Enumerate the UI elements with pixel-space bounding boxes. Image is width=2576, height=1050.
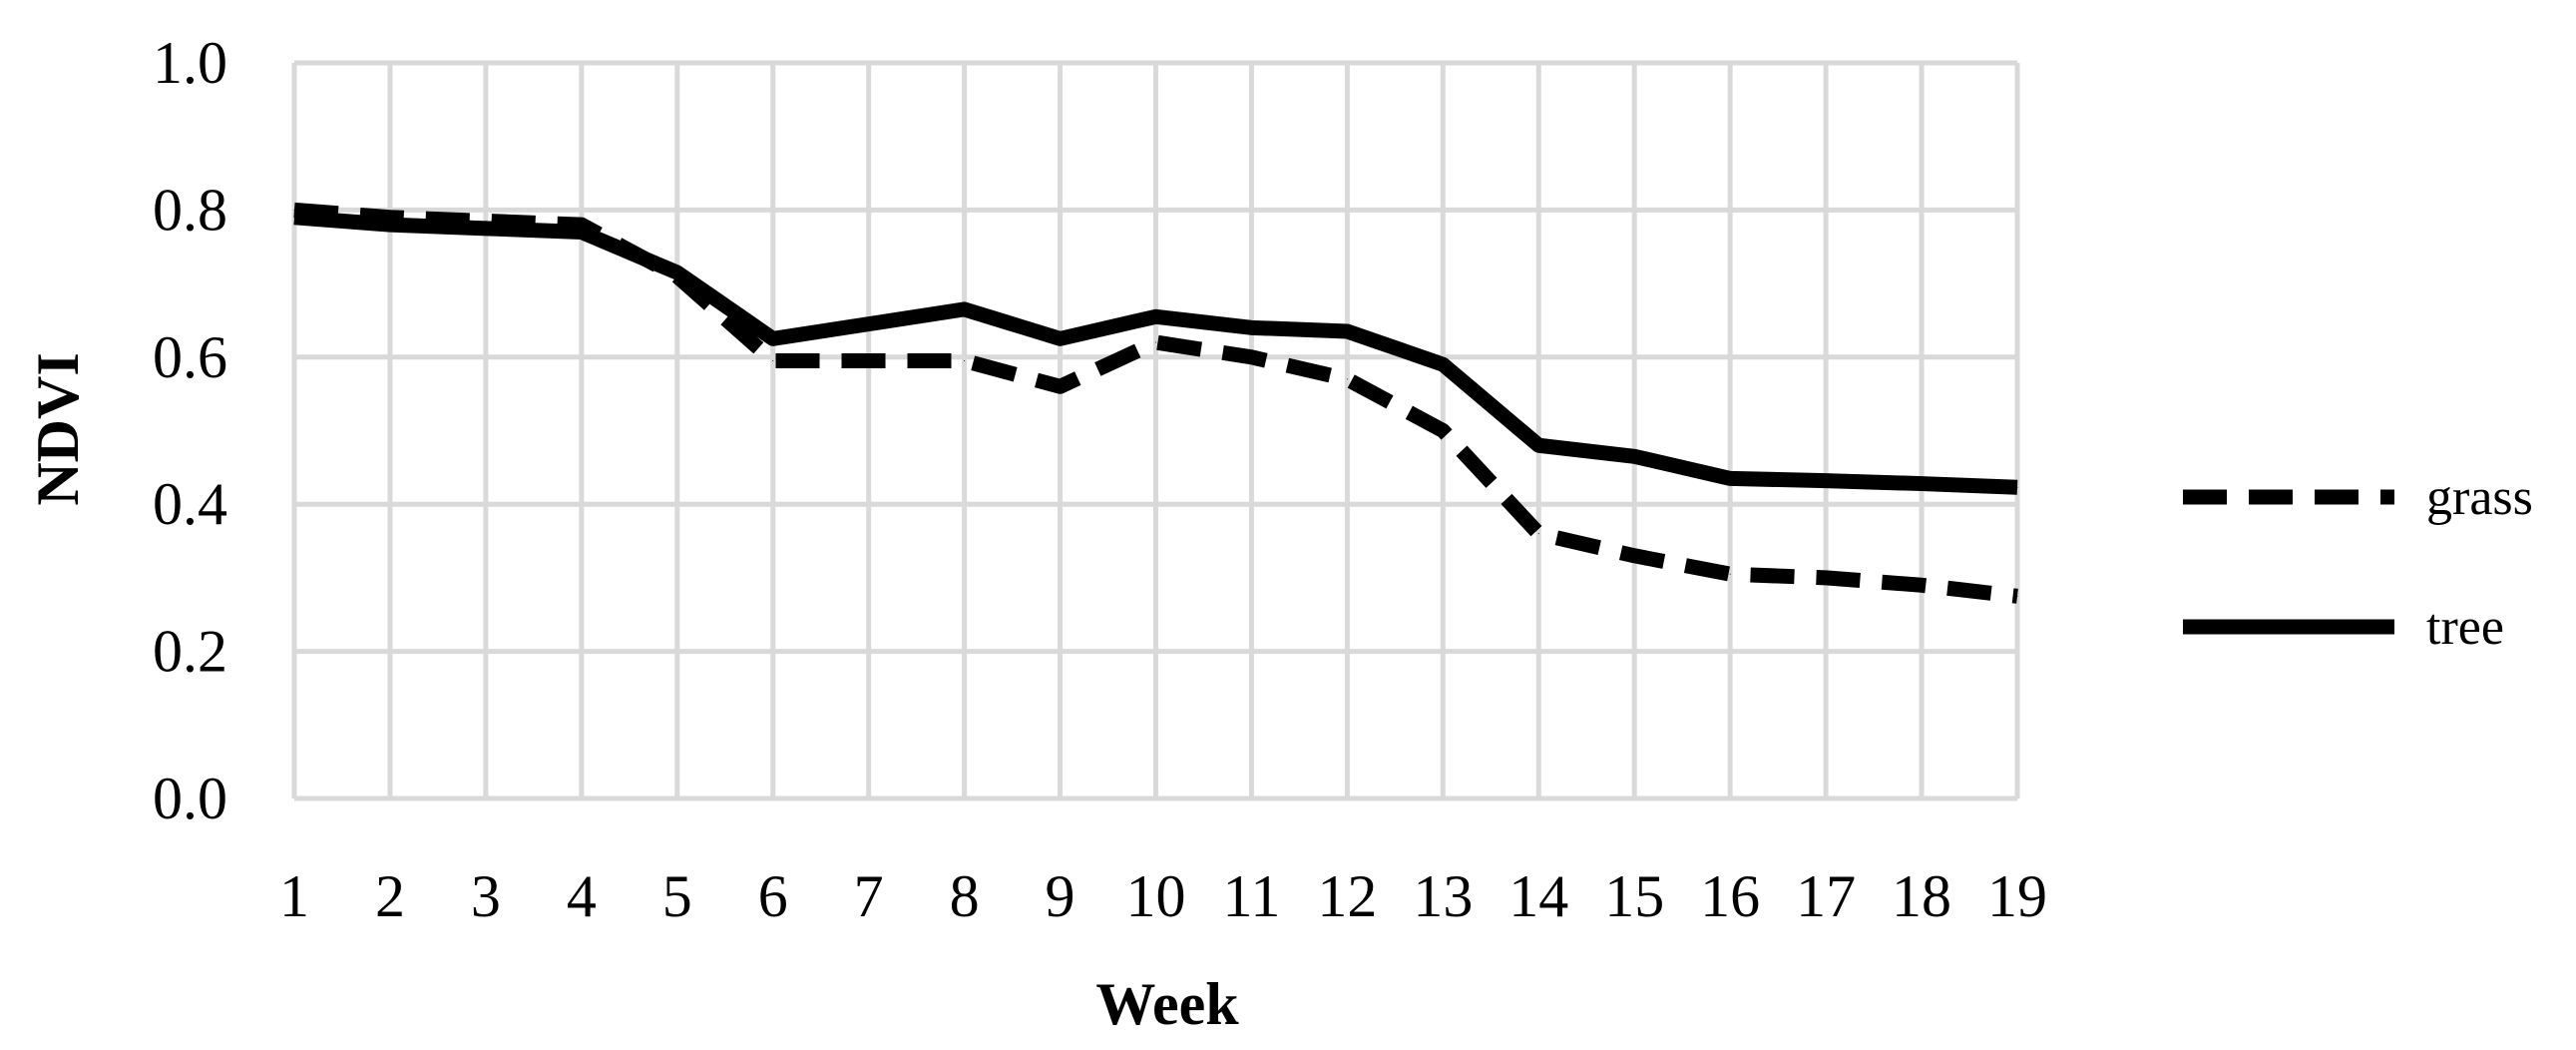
x-tick-label: 13 xyxy=(1413,863,1473,929)
data-point-tree xyxy=(1155,315,1156,317)
y-tick-label: 0.4 xyxy=(153,471,227,537)
x-tick-label: 9 xyxy=(1046,863,1075,929)
data-point-grass xyxy=(2016,595,2018,597)
data-point-tree xyxy=(676,271,678,273)
y-tick-label: 0.0 xyxy=(153,766,227,831)
data-point-tree xyxy=(1825,480,1827,482)
data-point-grass xyxy=(1633,555,1635,557)
data-point-grass xyxy=(1921,584,1923,586)
legend-label-tree: tree xyxy=(2426,599,2504,656)
x-tick-label: 10 xyxy=(1126,863,1186,929)
data-point-tree xyxy=(1060,337,1062,339)
y-tick-label: 0.6 xyxy=(153,324,227,390)
x-tick-label: 16 xyxy=(1700,863,1760,929)
series-lines xyxy=(293,202,2018,604)
data-point-tree xyxy=(2016,486,2018,488)
x-tick-label: 15 xyxy=(1604,863,1664,929)
x-tick-label: 6 xyxy=(758,863,788,929)
x-tick-label: 3 xyxy=(471,863,501,929)
data-point-tree xyxy=(1442,363,1444,365)
data-point-grass xyxy=(293,209,295,211)
data-point-grass xyxy=(964,359,966,361)
legend: grass tree xyxy=(2183,469,2533,656)
x-tick-label: 5 xyxy=(662,863,692,929)
x-tick-label: 8 xyxy=(950,863,980,929)
data-point-grass xyxy=(1060,385,1062,387)
x-tick-label: 19 xyxy=(1987,863,2047,929)
x-tick-label: 12 xyxy=(1317,863,1377,929)
y-axis-tick-labels: 0.0 0.2 0.4 0.6 0.8 1.0 xyxy=(153,30,227,831)
grid-lines xyxy=(291,60,2020,801)
x-tick-label: 1 xyxy=(279,863,309,929)
data-point-tree xyxy=(1250,326,1252,328)
y-tick-label: 1.0 xyxy=(153,30,227,96)
data-point-tree xyxy=(868,323,870,325)
data-point-tree xyxy=(485,228,487,230)
data-point-grass xyxy=(1729,573,1731,575)
data-point-grass xyxy=(772,359,774,361)
data-point-grass xyxy=(1155,341,1156,343)
data-point-tree xyxy=(1633,455,1635,457)
x-tick-label: 18 xyxy=(1892,863,1951,929)
x-axis-tick-labels: 1 2 3 4 5 6 7 8 9 10 11 12 13 14 15 16 17 18 19 xyxy=(279,863,2047,929)
y-tick-label: 0.2 xyxy=(153,619,227,685)
x-axis-title: Week xyxy=(1095,971,1239,1037)
data-point-tree xyxy=(581,232,583,234)
x-tick-label: 17 xyxy=(1796,863,1856,929)
y-tick-label: 0.8 xyxy=(153,177,227,243)
data-point-grass xyxy=(1250,356,1252,358)
data-point-grass xyxy=(1442,430,1444,431)
y-axis-title: NDVI xyxy=(25,352,91,505)
x-tick-label: 2 xyxy=(375,863,405,929)
data-point-tree xyxy=(772,337,774,339)
x-tick-label: 14 xyxy=(1508,863,1568,929)
data-point-tree xyxy=(389,224,391,226)
data-point-grass xyxy=(1825,577,1827,579)
data-point-grass xyxy=(1537,533,1539,535)
legend-label-grass: grass xyxy=(2426,469,2533,526)
data-point-grass xyxy=(1346,378,1348,380)
data-point-tree xyxy=(1346,330,1348,332)
data-point-tree xyxy=(293,217,295,219)
data-point-grass xyxy=(868,359,870,361)
x-tick-label: 11 xyxy=(1223,863,1281,929)
data-point-tree xyxy=(1921,483,1923,485)
data-point-tree xyxy=(1537,444,1539,446)
x-tick-label: 4 xyxy=(567,863,597,929)
data-point-tree xyxy=(1729,477,1731,479)
data-point-tree xyxy=(964,308,966,310)
x-tick-label: 7 xyxy=(854,863,884,929)
